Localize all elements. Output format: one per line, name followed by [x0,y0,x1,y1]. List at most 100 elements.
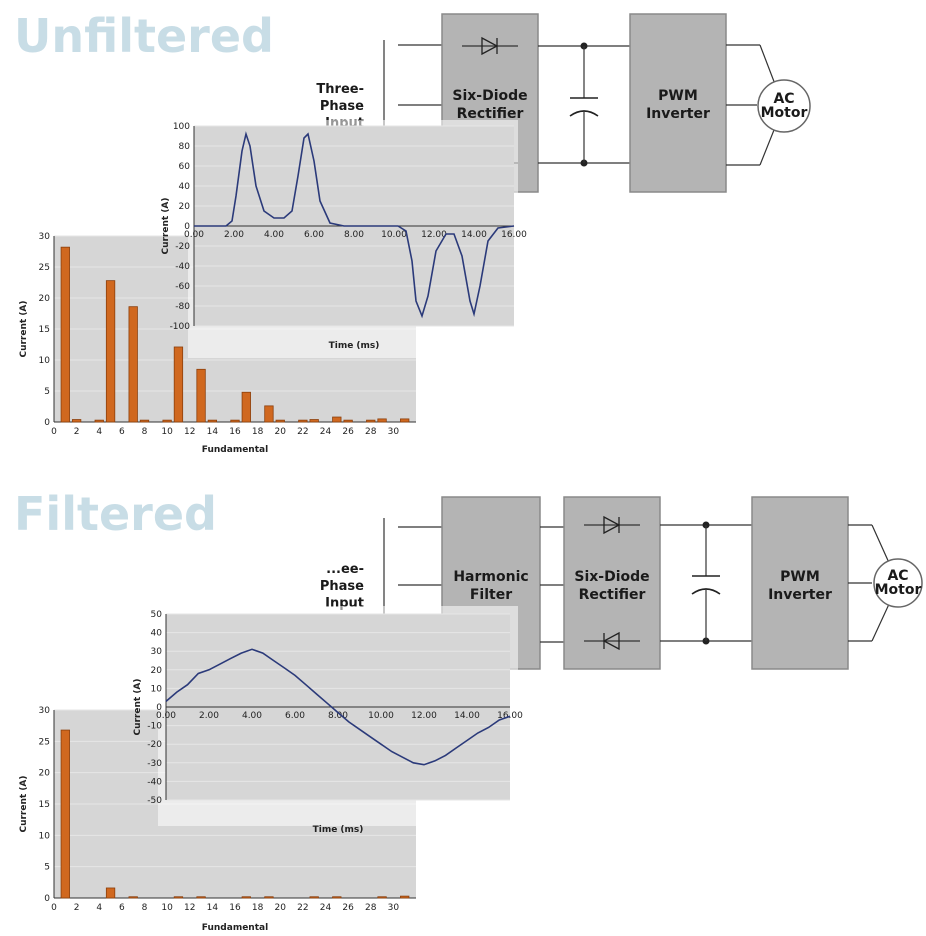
unfiltered-title: Unfiltered [14,9,274,63]
x-tick-label: 14.00 [461,230,487,240]
y-tick-label: -20 [147,740,162,750]
filter-label-1: Harmonic [453,569,528,585]
harmonic-bar [94,419,104,423]
y-tick-label: -30 [147,759,162,769]
y-tick-label: 15 [39,325,50,335]
y-tick-label: 40 [179,182,191,192]
harmonic-bar [264,896,274,899]
x-tick-label: 24 [320,427,332,437]
x-tick-label: 18 [252,427,264,437]
harmonic-bar [332,896,342,899]
filtered-title: Filtered [14,487,217,541]
x-tick-label: 16 [229,427,241,437]
y-tick-label: 20 [39,294,51,304]
y-tick-label: 30 [151,647,163,657]
y-tick-label: 0 [156,703,162,713]
x-tick-label: 28 [365,903,377,913]
x-tick-label: 8 [142,903,148,913]
x-tick-label: 2 [74,427,80,437]
y-axis-label: Current (A) [161,197,171,254]
harmonic-bar [309,896,319,899]
y-tick-label: 10 [151,684,163,694]
harmonic-bar [207,419,218,423]
harmonic-bar [162,419,172,423]
harmonic-bar [196,896,206,899]
y-tick-label: -100 [170,322,191,332]
harmonic-bar [309,419,319,423]
x-tick-label: 30 [388,903,400,913]
y-tick-label: 0 [44,418,50,428]
y-tick-label: 50 [151,610,163,620]
x-tick-label: 0 [51,903,57,913]
x-tick-label: 4.00 [242,711,262,721]
y-tick-label: 15 [39,800,50,810]
y-tick-label: -40 [175,262,190,272]
x-axis-label: Time (ms) [313,825,364,835]
x-tick-label: 0.00 [156,711,176,721]
inverter-label-2: Inverter [768,587,832,603]
harmonic-bar [264,405,274,423]
ac-motor: AC Motor [757,79,811,133]
y-tick-label: 10 [39,356,51,366]
harmonic-bar [230,419,240,423]
motor-label-1: AC [773,91,794,107]
harmonic-bar [366,419,376,423]
motor-label-2: Motor [875,582,922,598]
unfiltered-section: Unfiltered Three- Phase Input Six-Diode … [14,9,811,464]
x-tick-label: 14 [207,903,219,913]
y-tick-label: 20 [39,769,51,779]
y-axis-label: Current (A) [133,678,143,735]
y-tick-label: -40 [147,777,162,787]
rectifier-label-1: Six-Diode [574,569,649,585]
harmonic-bar [71,419,82,423]
x-tick-label: 30 [388,427,400,437]
x-tick-label: 4 [96,427,102,437]
x-tick-label: 12.00 [421,230,447,240]
inverter-label-1: PWM [780,569,820,585]
x-tick-label: 4 [96,903,102,913]
harmonic-bar [241,391,251,423]
filtered-waveform-chart: 50 40 30 20 10 0 -10 -20 -30 -40 -50 0.00 2.00 4.00 6.… [133,606,523,835]
x-axis-label: Time (ms) [329,341,380,351]
y-tick-label: 5 [44,387,50,397]
harmonic-bar [60,729,70,899]
x-tick-label: 10.00 [368,711,394,721]
x-tick-label: 24 [320,903,332,913]
filtered-section: Filtered ...ee- Phase Input Harmonic Fil… [14,487,923,933]
x-tick-label: 16.00 [501,230,527,240]
x-tick-label: 8.00 [328,711,348,721]
x-tick-label: 14 [207,427,219,437]
y-tick-label: -10 [147,722,162,732]
unfiltered-waveform-chart: 100 80 60 40 20 0 -20 -40 -60 -80 -100 0.00 2.00 4.00… [161,120,527,358]
harmonic-bar [173,346,184,423]
harmonic-bar [241,896,251,899]
x-tick-label: 2.00 [199,711,219,721]
motor-label-2: Motor [761,105,808,121]
x-tick-label: 14.00 [454,711,480,721]
harmonic-bar [332,416,342,423]
input-label-line-2: Phase [320,99,364,114]
y-axis-label: Current (A) [19,300,29,357]
ac-motor: AC Motor [873,558,923,608]
y-tick-label: 5 [44,863,50,873]
x-tick-label: 8 [142,427,148,437]
y-tick-label: 20 [179,202,191,212]
rectifier-label-1: Six-Diode [452,88,527,104]
x-tick-label: 18 [252,903,264,913]
capacitor-icon [691,521,721,645]
harmonic-bar [298,419,308,423]
rectifier-label-2: Rectifier [579,587,646,603]
harmonic-bar [400,895,410,899]
y-tick-label: 25 [39,737,50,747]
x-tick-label: 6.00 [285,711,305,721]
y-tick-label: 80 [179,142,191,152]
y-axis-label: Current (A) [19,775,29,832]
diode-icon [462,36,518,56]
y-tick-label: 30 [39,706,51,716]
inverter-block [629,13,727,193]
harmonic-bar [377,418,387,423]
y-tick-label: 60 [179,162,191,172]
harmonic-bar [128,306,138,423]
y-tick-label: -80 [175,302,190,312]
